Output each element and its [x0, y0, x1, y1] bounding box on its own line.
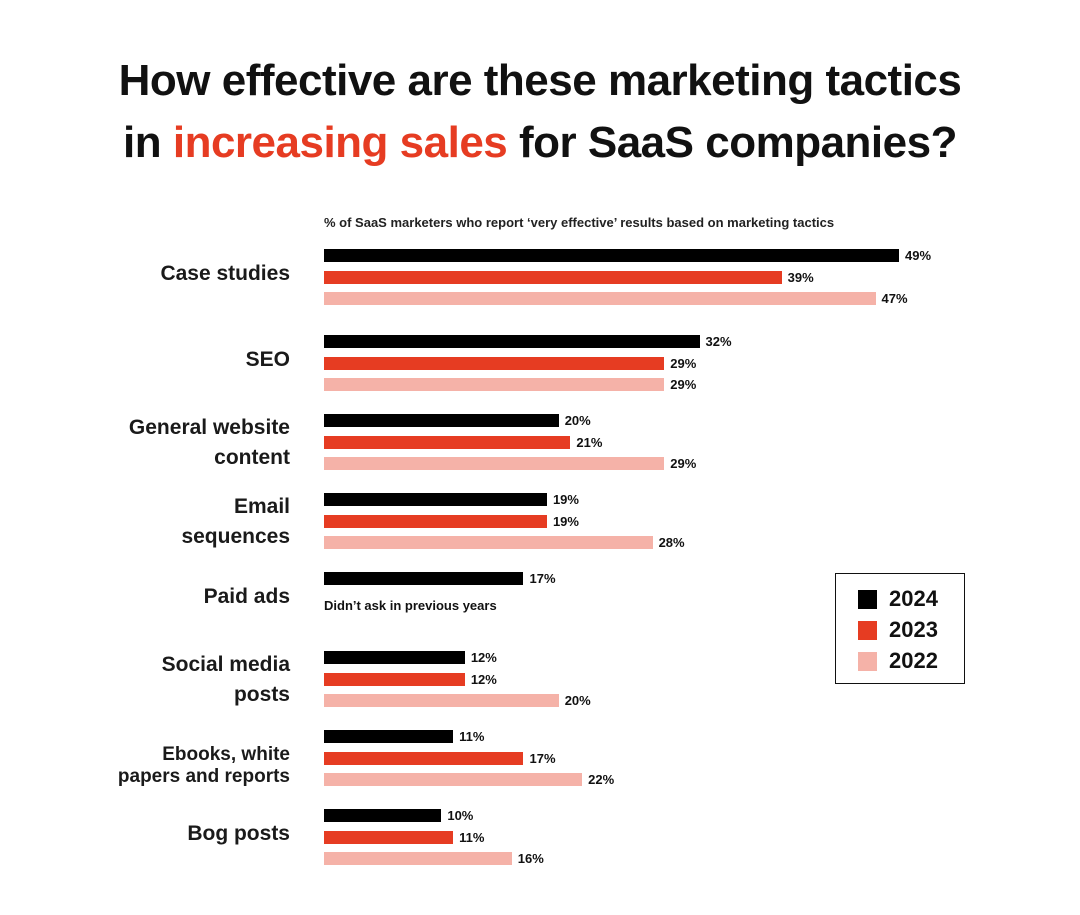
bar-ebooks-white-papers-and-reports-2023 [324, 751, 524, 765]
value-label-general-website-content-2023: 21% [576, 434, 603, 450]
bar-bog-posts-2023 [324, 830, 454, 844]
value-label-email-sequences-2023: 19% [552, 513, 579, 529]
bar-ebooks-white-papers-and-reports-2024 [324, 730, 454, 743]
value-label-case-studies-2022: 47% [881, 291, 908, 306]
category-label-email-sequences: Email sequences [181, 495, 290, 548]
value-label-email-sequences-2024: 19% [552, 492, 579, 507]
bar-seo-2022 [324, 378, 665, 391]
value-label-general-website-content-2022: 29% [670, 456, 697, 471]
value-label-paid-ads-2024: 17% [529, 571, 556, 586]
legend-label-2022: 2022 [889, 648, 938, 673]
category-label-social-media-posts: Social media posts [161, 653, 290, 706]
value-label-seo-2023: 29% [670, 355, 697, 371]
bar-email-sequences-2023 [324, 514, 547, 528]
value-label-case-studies-2024: 49% [905, 248, 932, 263]
value-label-social-media-posts-2022: 20% [564, 693, 591, 708]
value-label-email-sequences-2022: 28% [658, 535, 685, 550]
bar-case-studies-2023 [324, 270, 782, 284]
value-label-bog-posts-2023: 11% [459, 829, 485, 845]
bar-email-sequences-2022 [324, 536, 653, 549]
category-label-ebooks-white-papers-and-reports: Ebooks, white papers and reports [117, 744, 290, 787]
bar-paid-ads-2024 [324, 572, 524, 585]
bar-seo-2023 [324, 356, 665, 370]
note-paid-ads: Didn’t ask in previous years [324, 598, 497, 613]
category-label-seo: SEO [245, 348, 290, 371]
category-label-general-website-content: General website content [128, 416, 290, 469]
value-label-case-studies-2023: 39% [787, 269, 814, 285]
legend-item-2024: 2024 [858, 586, 938, 611]
page-title: How effective are these marketing tactic… [0, 50, 1080, 174]
title-line-2-end: for SaaS companies? [507, 118, 957, 167]
value-label-ebooks-white-papers-and-reports-2024: 11% [459, 729, 485, 744]
bar-ebooks-white-papers-and-reports-2022 [324, 773, 583, 786]
bar-general-website-content-2023 [324, 435, 571, 449]
legend-label-2023: 2023 [889, 617, 938, 642]
bar-case-studies-2024 [324, 249, 899, 262]
bar-general-website-content-2024 [324, 414, 559, 427]
value-label-seo-2022: 29% [670, 377, 697, 392]
bar-general-website-content-2022 [324, 457, 665, 470]
bar-social-media-posts-2023 [324, 672, 465, 686]
legend-swatch-2023 [858, 620, 877, 640]
legend-label-2024: 2024 [889, 586, 938, 611]
category-label-case-studies: Case studies [160, 262, 290, 285]
bar-seo-2024 [324, 335, 700, 348]
bar-social-media-posts-2022 [324, 694, 559, 707]
value-label-social-media-posts-2024: 12% [470, 650, 497, 665]
title-line-1: How effective are these marketing tactic… [118, 56, 962, 105]
bar-social-media-posts-2024 [324, 651, 465, 664]
legend-item-2023: 2023 [858, 617, 938, 642]
value-label-seo-2024: 32% [705, 334, 732, 349]
value-label-social-media-posts-2023: 12% [470, 671, 497, 687]
value-label-general-website-content-2024: 20% [564, 413, 591, 428]
legend-swatch-2024 [858, 589, 877, 609]
title-highlight: increasing sales [172, 118, 508, 167]
value-label-bog-posts-2022: 16% [517, 851, 544, 866]
chart-subtitle: % of SaaS marketers who report ‘very eff… [324, 215, 835, 230]
legend-item-2022: 2022 [858, 648, 938, 673]
bar-bog-posts-2024 [324, 809, 442, 822]
value-label-ebooks-white-papers-and-reports-2022: 22% [588, 772, 615, 787]
title-line-2-start: in [123, 118, 173, 167]
value-label-bog-posts-2024: 10% [447, 808, 474, 823]
category-label-bog-posts: Bog posts [187, 822, 290, 845]
bar-bog-posts-2022 [324, 852, 512, 865]
legend-swatch-2022 [858, 651, 877, 671]
value-label-ebooks-white-papers-and-reports-2023: 17% [529, 750, 556, 766]
bar-email-sequences-2024 [324, 493, 547, 506]
bar-case-studies-2022 [324, 292, 876, 305]
category-label-paid-ads: Paid ads [203, 585, 290, 608]
legend: 2024 2023 2022 [835, 573, 965, 684]
